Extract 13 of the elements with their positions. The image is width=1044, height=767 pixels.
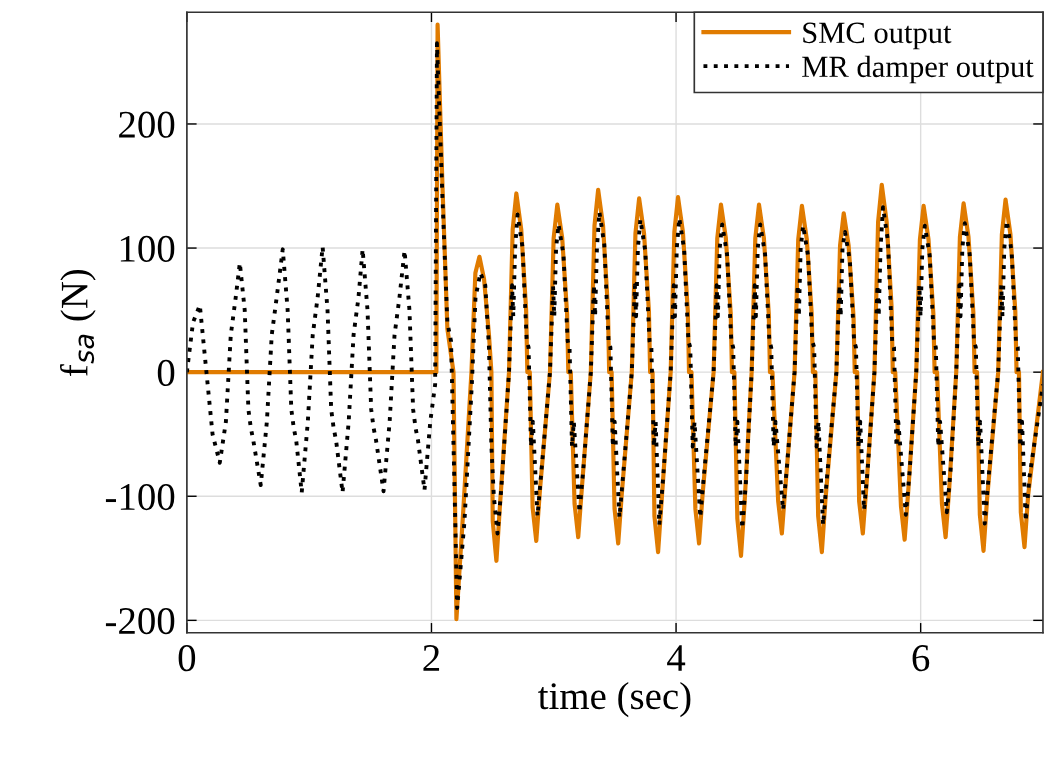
y-tick-label: -200 — [105, 608, 175, 635]
x-tick-label: 0 — [178, 645, 196, 672]
x-axis-title: time (sec) — [538, 681, 691, 718]
x-tick-label: 4 — [667, 645, 686, 671]
y-tick-label: 200 — [119, 111, 175, 138]
y-tick-label: -100 — [105, 483, 175, 511]
x-tick-label: 2 — [423, 645, 440, 671]
y-tick-label: 0 — [157, 359, 175, 387]
legend-label: SMC output — [803, 22, 952, 50]
x-tick-label: 6 — [912, 645, 930, 672]
y-tick-label: 100 — [120, 235, 175, 262]
y-axis-title: f$_{sa}$ (N) — [59, 269, 96, 376]
legend-label: MR damper output — [802, 55, 1034, 84]
